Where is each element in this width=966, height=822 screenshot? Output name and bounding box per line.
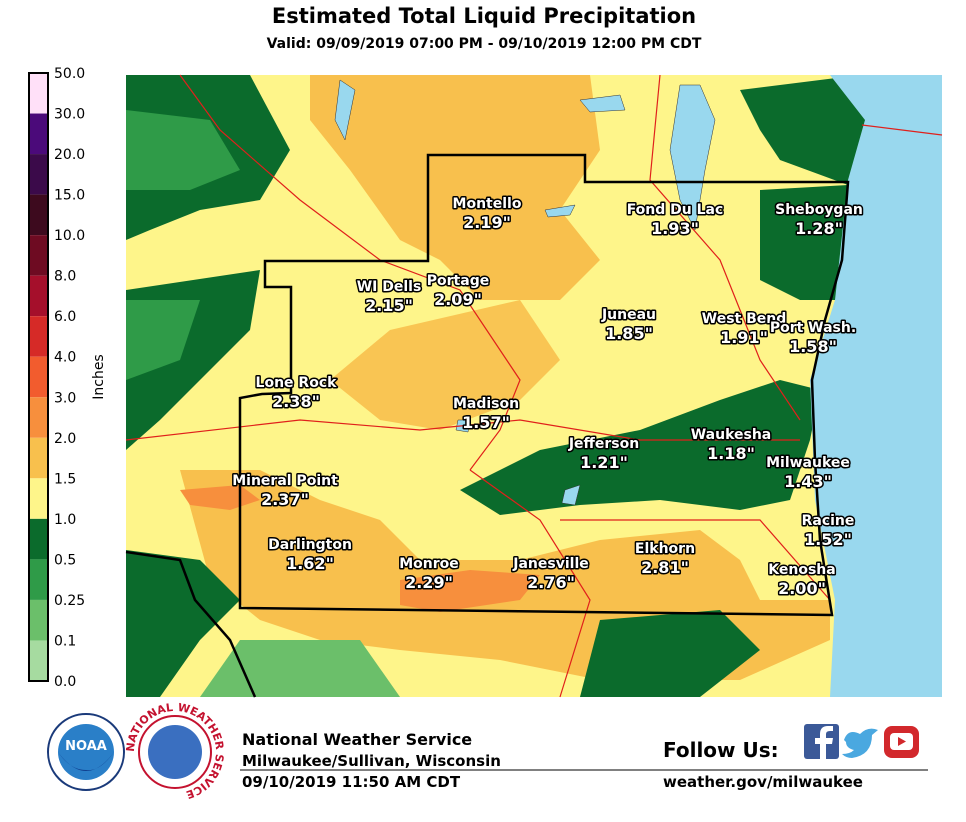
legend-swatch <box>29 154 48 195</box>
legend-swatch <box>29 73 48 114</box>
city-name: Madison <box>453 396 519 412</box>
legend-label: 0.5 <box>54 552 76 568</box>
city-name: Fond Du Lac <box>627 202 724 218</box>
legend-label: 0.25 <box>54 593 85 609</box>
footer: NOAA NATIONAL WEATHER SERVICE National W… <box>47 701 928 801</box>
city-name: Elkhorn <box>635 541 695 557</box>
legend-label: 50.0 <box>54 66 85 82</box>
city-name: Portage <box>427 273 489 289</box>
city-amount: 2.81" <box>641 558 689 577</box>
city-name: Port Wash. <box>770 320 856 336</box>
city-amount: 1.57" <box>462 413 510 432</box>
city-amount: 1.58" <box>789 337 837 356</box>
legend-swatch <box>29 518 48 560</box>
city-amount: 2.09" <box>434 290 482 309</box>
city-name: Racine <box>802 513 855 529</box>
city-amount: 1.62" <box>286 554 334 573</box>
city-name: Jefferson <box>568 436 639 452</box>
city-amount: 2.37" <box>261 490 309 509</box>
legend-swatch <box>29 235 48 276</box>
issued: 09/10/2019 11:50 AM CDT <box>242 773 461 791</box>
url: weather.gov/milwaukee <box>663 773 863 791</box>
city-name: Monroe <box>399 556 459 572</box>
city-amount: 2.76" <box>527 573 575 592</box>
city-name: Juneau <box>601 307 656 323</box>
city-name: Janesville <box>512 556 588 572</box>
city-amount: 2.29" <box>405 573 453 592</box>
noaa-logo-text: NOAA <box>65 739 107 754</box>
legend-label: 1.0 <box>54 512 76 528</box>
legend-swatch <box>29 356 48 398</box>
legend-label: 8.0 <box>54 269 76 285</box>
legend-label: 4.0 <box>54 350 76 366</box>
legend-label: 3.0 <box>54 390 76 406</box>
legend-swatch <box>29 640 48 681</box>
city-amount: 1.28" <box>795 219 843 238</box>
map <box>125 74 943 698</box>
city-amount: 2.00" <box>778 579 826 598</box>
twitter-icon[interactable] <box>842 728 878 758</box>
legend: Inches 50.0 30.0 20.0 15.0 10.0 8.0 6.0 4.0 3.0 2… <box>28 66 107 690</box>
city-name: Sheboygan <box>775 202 863 218</box>
city-amount: 1.85" <box>605 324 653 343</box>
office: National Weather Service <box>242 730 472 749</box>
legend-swatch <box>29 559 48 600</box>
city-name: Lone Rock <box>256 375 338 391</box>
legend-label: 6.0 <box>54 309 76 325</box>
city-amount: 1.21" <box>580 453 628 472</box>
legend-label: 1.5 <box>54 471 76 487</box>
legend-swatch <box>29 599 48 641</box>
city-name: Milwaukee <box>766 455 850 471</box>
location: Milwaukee/Sullivan, Wisconsin <box>242 752 501 770</box>
city-name: Waukesha <box>691 427 772 443</box>
legend-label: 0.0 <box>54 674 76 690</box>
city-amount: 1.52" <box>804 530 852 549</box>
legend-label: 10.0 <box>54 228 85 244</box>
legend-swatch <box>29 194 48 236</box>
city-name: WI Dells <box>357 279 422 295</box>
legend-title: Inches <box>91 354 107 399</box>
city-name: West Bend <box>702 311 787 327</box>
legend-label: 0.1 <box>54 633 76 649</box>
legend-label: 15.0 <box>54 188 85 204</box>
city-amount: 2.15" <box>365 296 413 315</box>
city-amount: 2.38" <box>272 392 320 411</box>
subtitle: Valid: 09/09/2019 07:00 PM - 09/10/2019 … <box>267 36 702 52</box>
follow: Follow Us: <box>663 738 779 762</box>
legend-swatch <box>29 437 48 479</box>
city-amount: 2.19" <box>463 213 511 232</box>
city-name: Mineral Point <box>232 473 338 489</box>
city-amount: 1.91" <box>720 328 768 347</box>
legend-swatch <box>29 113 48 155</box>
city-amount: 1.18" <box>707 444 755 463</box>
city-name: Kenosha <box>768 562 835 578</box>
title: Estimated Total Liquid Precipitation <box>272 4 696 28</box>
legend-label: 2.0 <box>54 431 76 447</box>
city-name: Montello <box>453 196 522 212</box>
legend-swatch <box>29 397 48 438</box>
legend-swatch <box>29 275 48 317</box>
legend-swatch <box>29 478 48 519</box>
legend-swatch <box>29 316 48 357</box>
city-amount: 1.93" <box>651 219 699 238</box>
legend-label: 30.0 <box>54 107 85 123</box>
legend-label: 20.0 <box>54 147 85 163</box>
city-amount: 1.43" <box>784 472 832 491</box>
city-name: Darlington <box>268 537 352 553</box>
